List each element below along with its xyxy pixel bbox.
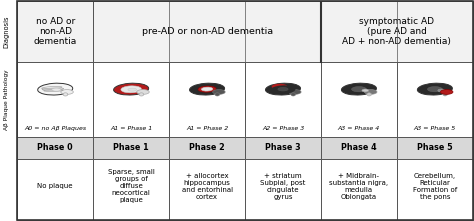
Ellipse shape — [271, 85, 295, 94]
Bar — [245, 62, 321, 137]
Text: Phase 2: Phase 2 — [189, 143, 225, 152]
Ellipse shape — [52, 88, 61, 91]
Ellipse shape — [272, 84, 288, 90]
Ellipse shape — [362, 89, 369, 92]
Ellipse shape — [341, 83, 376, 95]
Text: + allocortex
hippocampus
and entorhinal
cortex: + allocortex hippocampus and entorhinal … — [182, 173, 233, 200]
Text: Phase 0: Phase 0 — [37, 143, 73, 152]
Text: Phase 4: Phase 4 — [341, 143, 377, 152]
Ellipse shape — [215, 93, 219, 96]
Text: Sparse, small
groups of
diffuse
neocortical
plaque: Sparse, small groups of diffuse neocorti… — [108, 169, 155, 203]
Text: A0 = no Aβ Plaques: A0 = no Aβ Plaques — [24, 126, 86, 131]
Bar — [93, 62, 169, 137]
Ellipse shape — [443, 93, 447, 96]
Text: pre-AD or non-AD dementia: pre-AD or non-AD dementia — [142, 27, 273, 36]
Text: A3 = Phase 5: A3 = Phase 5 — [414, 126, 456, 131]
Ellipse shape — [428, 87, 442, 92]
Text: Aβ Plaque Pathology: Aβ Plaque Pathology — [4, 69, 9, 130]
Bar — [169, 137, 245, 159]
Ellipse shape — [61, 90, 73, 94]
Bar — [17, 1, 93, 62]
Ellipse shape — [367, 93, 372, 96]
Text: A1 = Phase 1: A1 = Phase 1 — [110, 126, 152, 131]
Text: Phase 1: Phase 1 — [113, 143, 149, 152]
Bar — [397, 159, 473, 220]
Bar — [397, 62, 473, 137]
Ellipse shape — [289, 90, 301, 94]
Ellipse shape — [198, 86, 216, 92]
Bar — [321, 62, 397, 137]
Text: A3 = Phase 4: A3 = Phase 4 — [338, 126, 380, 131]
Ellipse shape — [438, 89, 445, 92]
Text: Phase 3: Phase 3 — [265, 143, 301, 152]
Ellipse shape — [37, 83, 73, 95]
Bar — [245, 159, 321, 220]
Ellipse shape — [440, 90, 453, 94]
Ellipse shape — [128, 88, 137, 91]
Text: A2 = Phase 3: A2 = Phase 3 — [262, 126, 304, 131]
Bar — [321, 159, 397, 220]
Ellipse shape — [190, 83, 225, 95]
Bar — [321, 137, 397, 159]
Ellipse shape — [201, 87, 213, 91]
Text: symptomatic AD
(pure AD and
AD + non-AD dementia): symptomatic AD (pure AD and AD + non-AD … — [342, 17, 451, 46]
Bar — [93, 159, 169, 220]
Bar — [93, 137, 169, 159]
Ellipse shape — [213, 90, 225, 94]
Ellipse shape — [139, 93, 144, 96]
Ellipse shape — [114, 83, 149, 95]
Ellipse shape — [137, 90, 149, 94]
Text: no AD or
non-AD
dementia: no AD or non-AD dementia — [34, 17, 77, 46]
Text: Phase 5: Phase 5 — [417, 143, 453, 152]
Bar — [169, 159, 245, 220]
Ellipse shape — [291, 93, 295, 96]
Ellipse shape — [352, 87, 366, 92]
Bar — [321, 1, 473, 62]
Bar — [397, 137, 473, 159]
Text: + Midbrain-
substantia nigra,
medulla
Oblongata: + Midbrain- substantia nigra, medulla Ob… — [329, 173, 389, 200]
Bar — [245, 137, 321, 159]
Text: + striatum
Subpial, post
cingulate
gyrus: + striatum Subpial, post cingulate gyrus — [260, 173, 306, 200]
Ellipse shape — [265, 83, 301, 95]
Text: Cerebellum,
Reticular
Formation of
the pons: Cerebellum, Reticular Formation of the p… — [413, 173, 457, 200]
Text: A1 = Phase 2: A1 = Phase 2 — [186, 126, 228, 131]
Bar — [17, 159, 93, 220]
Bar — [169, 62, 245, 137]
Bar — [17, 137, 93, 159]
Bar — [93, 1, 321, 62]
Ellipse shape — [365, 90, 377, 94]
Bar — [17, 62, 93, 137]
Ellipse shape — [278, 88, 288, 91]
Ellipse shape — [63, 93, 68, 96]
Text: No plaque: No plaque — [37, 183, 73, 189]
Ellipse shape — [121, 86, 141, 93]
Text: Diagnosis: Diagnosis — [3, 15, 9, 48]
Ellipse shape — [417, 83, 452, 95]
